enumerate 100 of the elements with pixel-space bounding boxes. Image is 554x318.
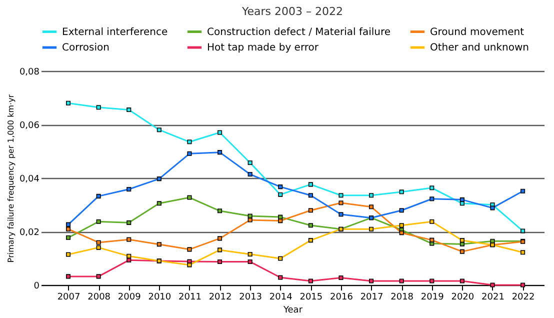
point [126,237,132,242]
point [399,208,404,213]
x-tick-label: 2022 [512,292,535,302]
x-tick-label: 2013 [239,292,262,302]
point [338,193,344,198]
point [460,242,464,246]
x-tick-label: 2007 [57,292,80,302]
point [156,128,162,132]
x-axis-title: Year [282,306,303,316]
point [156,242,162,247]
point [278,192,283,197]
point [96,274,101,279]
point [278,218,283,224]
point [520,228,526,234]
point [460,238,464,243]
point [156,176,162,182]
point [338,212,344,217]
legend-label: Hot tap made by error [207,42,320,54]
x-tick-label: 2019 [420,292,444,302]
point [308,208,313,213]
x-tick-label: 2012 [208,292,232,302]
point [278,275,283,280]
point [460,249,464,254]
x-tick-label: 2020 [451,292,474,302]
point [430,278,434,284]
point [308,278,313,284]
point [96,219,101,224]
point [126,186,132,192]
point [187,140,192,144]
x-tick-label: 2008 [88,292,111,302]
point [308,193,313,198]
chart-title: Years 2003 – 2022 [241,5,343,18]
point [308,223,313,228]
point [187,195,192,200]
point [218,208,222,214]
legend-label: Corrosion [62,42,110,54]
point [338,276,344,280]
point [218,236,222,241]
point [308,238,313,243]
point [460,197,464,202]
x-tick-label: 2021 [482,292,504,302]
point [248,252,252,257]
point [369,278,374,284]
point [96,194,101,198]
point [520,282,526,288]
point [369,193,374,198]
point [399,278,404,284]
y-tick-label: 0,08 [19,68,40,78]
point [399,190,404,194]
point [218,259,222,264]
point [66,274,71,279]
x-tick-label: 2014 [269,292,293,302]
legend-label: Other and unknown [430,42,530,54]
point [96,105,101,110]
point [399,230,404,236]
x-tick-label: 2010 [148,292,172,302]
point [490,282,495,288]
point [490,206,495,210]
point [66,252,71,257]
point [369,226,374,232]
point [218,150,222,155]
point [430,186,434,190]
point [126,108,132,112]
point [187,247,192,252]
point [430,196,434,202]
point [248,172,252,177]
point [126,258,132,262]
legend-label: External interference [62,26,168,38]
x-tick-label: 2009 [118,292,142,302]
x-tick-label: 2018 [390,292,414,302]
point [520,250,526,255]
point [66,222,71,227]
point [126,220,132,225]
point [126,254,132,258]
x-tick-label: 2016 [330,292,354,302]
point [218,130,222,135]
point [460,278,464,284]
y-tick-label: 0,04 [19,174,40,184]
legend-label: Construction defect / Material failure [207,26,391,38]
point [248,214,252,218]
point [156,201,162,206]
point [430,219,434,224]
y-tick-label: 0 [34,282,40,292]
point [66,100,71,106]
y-tick-label: 0,02 [19,228,40,238]
point [218,248,222,252]
point [278,256,283,261]
point [248,218,252,222]
point [187,151,192,156]
x-tick-label: 2017 [360,292,384,302]
y-axis-title: Primary failure frequency per 1,000 km·yr [6,94,16,263]
y-tick-label: 0,06 [19,121,40,131]
point [96,245,101,250]
point [187,262,192,268]
point [278,184,283,190]
point [248,160,252,166]
x-tick-label: 2011 [178,292,202,302]
x-tick-label: 2015 [300,292,323,302]
point [520,188,526,194]
point [338,200,344,206]
